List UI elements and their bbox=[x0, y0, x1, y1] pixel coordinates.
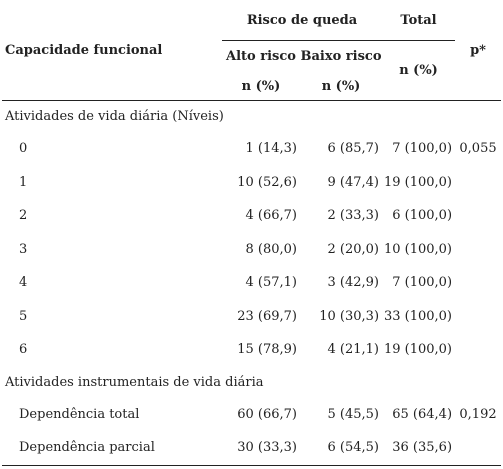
row-label: Dependência total bbox=[19, 406, 140, 422]
header-total: Total bbox=[382, 0, 456, 41]
header-low-risk: Baixo risco bbox=[300, 49, 382, 64]
header-high-npct: n (%) bbox=[222, 72, 300, 101]
cell-high: 4 (57,1) bbox=[245, 275, 298, 291]
cell-p: 0,055 bbox=[459, 141, 497, 157]
cell-high: 60 (66,7) bbox=[237, 406, 297, 422]
row-label: 1 bbox=[19, 174, 28, 190]
table-row: 1 10 (52,6) 9 (47,4) 19 (100,0) bbox=[2, 166, 501, 200]
cell-total: 19 (100,0) bbox=[383, 174, 453, 190]
header-total-npct: n (%) bbox=[382, 40, 456, 101]
cell-p bbox=[455, 431, 502, 466]
cell-low: 2 (20,0) bbox=[327, 241, 380, 257]
cell-total: 33 (100,0) bbox=[383, 308, 453, 324]
cell-high: 1 (14,3) bbox=[245, 141, 298, 157]
cell-total: 7 (100,0) bbox=[392, 141, 453, 157]
cell-total: 10 (100,0) bbox=[383, 241, 453, 257]
section-aivd-title: Atividades instrumentais de vida diária bbox=[5, 374, 264, 390]
header-capacity: Capacidade funcional bbox=[2, 0, 222, 101]
row-label: 3 bbox=[19, 241, 28, 257]
table-row: Dependência parcial 30 (33,3) 6 (54,5) 3… bbox=[2, 431, 502, 466]
cell-low: 3 (42,9) bbox=[327, 275, 380, 291]
cell-p bbox=[455, 266, 501, 300]
row-label: 0 bbox=[19, 141, 28, 157]
cell-total: 65 (64,4) bbox=[392, 406, 453, 422]
cell-p bbox=[455, 199, 501, 233]
cell-total: 36 (35,6) bbox=[382, 431, 456, 466]
row-label: 5 bbox=[19, 308, 28, 324]
cell-total: 7 (100,0) bbox=[392, 275, 453, 291]
header-low-npct: n (%) bbox=[300, 72, 383, 101]
cell-p bbox=[455, 333, 501, 367]
cell-low: 6 (85,7) bbox=[327, 141, 380, 157]
table-row: 6 15 (78,9) 4 (21,1) 19 (100,0) bbox=[2, 333, 501, 367]
cell-p bbox=[455, 233, 501, 267]
header-p-value: p* bbox=[455, 0, 502, 101]
cell-high: 30 (33,3) bbox=[222, 431, 300, 466]
cell-low: 4 (21,1) bbox=[327, 342, 380, 358]
cell-low: 5 (45,5) bbox=[327, 406, 380, 422]
table-row: 0 1 (14,3) 6 (85,7) 7 (100,0) 0,055 bbox=[2, 132, 501, 166]
cell-high: 23 (69,7) bbox=[237, 308, 297, 324]
table-row: Dependência total 60 (66,7) 5 (45,5) 65 … bbox=[2, 398, 501, 432]
row-label: 6 bbox=[19, 342, 28, 358]
cell-p: 0,192 bbox=[459, 406, 497, 422]
table-row: 3 8 (80,0) 2 (20,0) 10 (100,0) bbox=[2, 233, 501, 267]
cell-low: 6 (54,5) bbox=[300, 431, 383, 466]
cell-p bbox=[455, 166, 501, 200]
row-label: Dependência parcial bbox=[2, 431, 222, 466]
header-high-risk: Alto risco bbox=[226, 49, 296, 64]
cell-high: 10 (52,6) bbox=[237, 174, 297, 190]
cell-high: 8 (80,0) bbox=[245, 241, 298, 257]
cell-low: 9 (47,4) bbox=[327, 174, 380, 190]
cell-total: 19 (100,0) bbox=[383, 342, 453, 358]
cell-high: 4 (66,7) bbox=[245, 208, 298, 224]
row-label: 4 bbox=[19, 275, 28, 291]
table-row: 4 4 (57,1) 3 (42,9) 7 (100,0) bbox=[2, 266, 501, 300]
row-label: 2 bbox=[19, 208, 28, 224]
section-avd-title: Atividades de vida diária (Níveis) bbox=[5, 109, 224, 124]
table-row: 2 4 (66,7) 2 (33,3) 6 (100,0) bbox=[2, 199, 501, 233]
cell-p bbox=[455, 300, 501, 334]
table-row: 5 23 (69,7) 10 (30,3) 33 (100,0) bbox=[2, 300, 501, 334]
cell-high: 15 (78,9) bbox=[237, 342, 297, 358]
cell-total: 6 (100,0) bbox=[392, 208, 453, 224]
header-risk-group: Risco de queda bbox=[222, 0, 383, 41]
cell-low: 10 (30,3) bbox=[319, 308, 380, 324]
cell-low: 2 (33,3) bbox=[327, 208, 380, 224]
